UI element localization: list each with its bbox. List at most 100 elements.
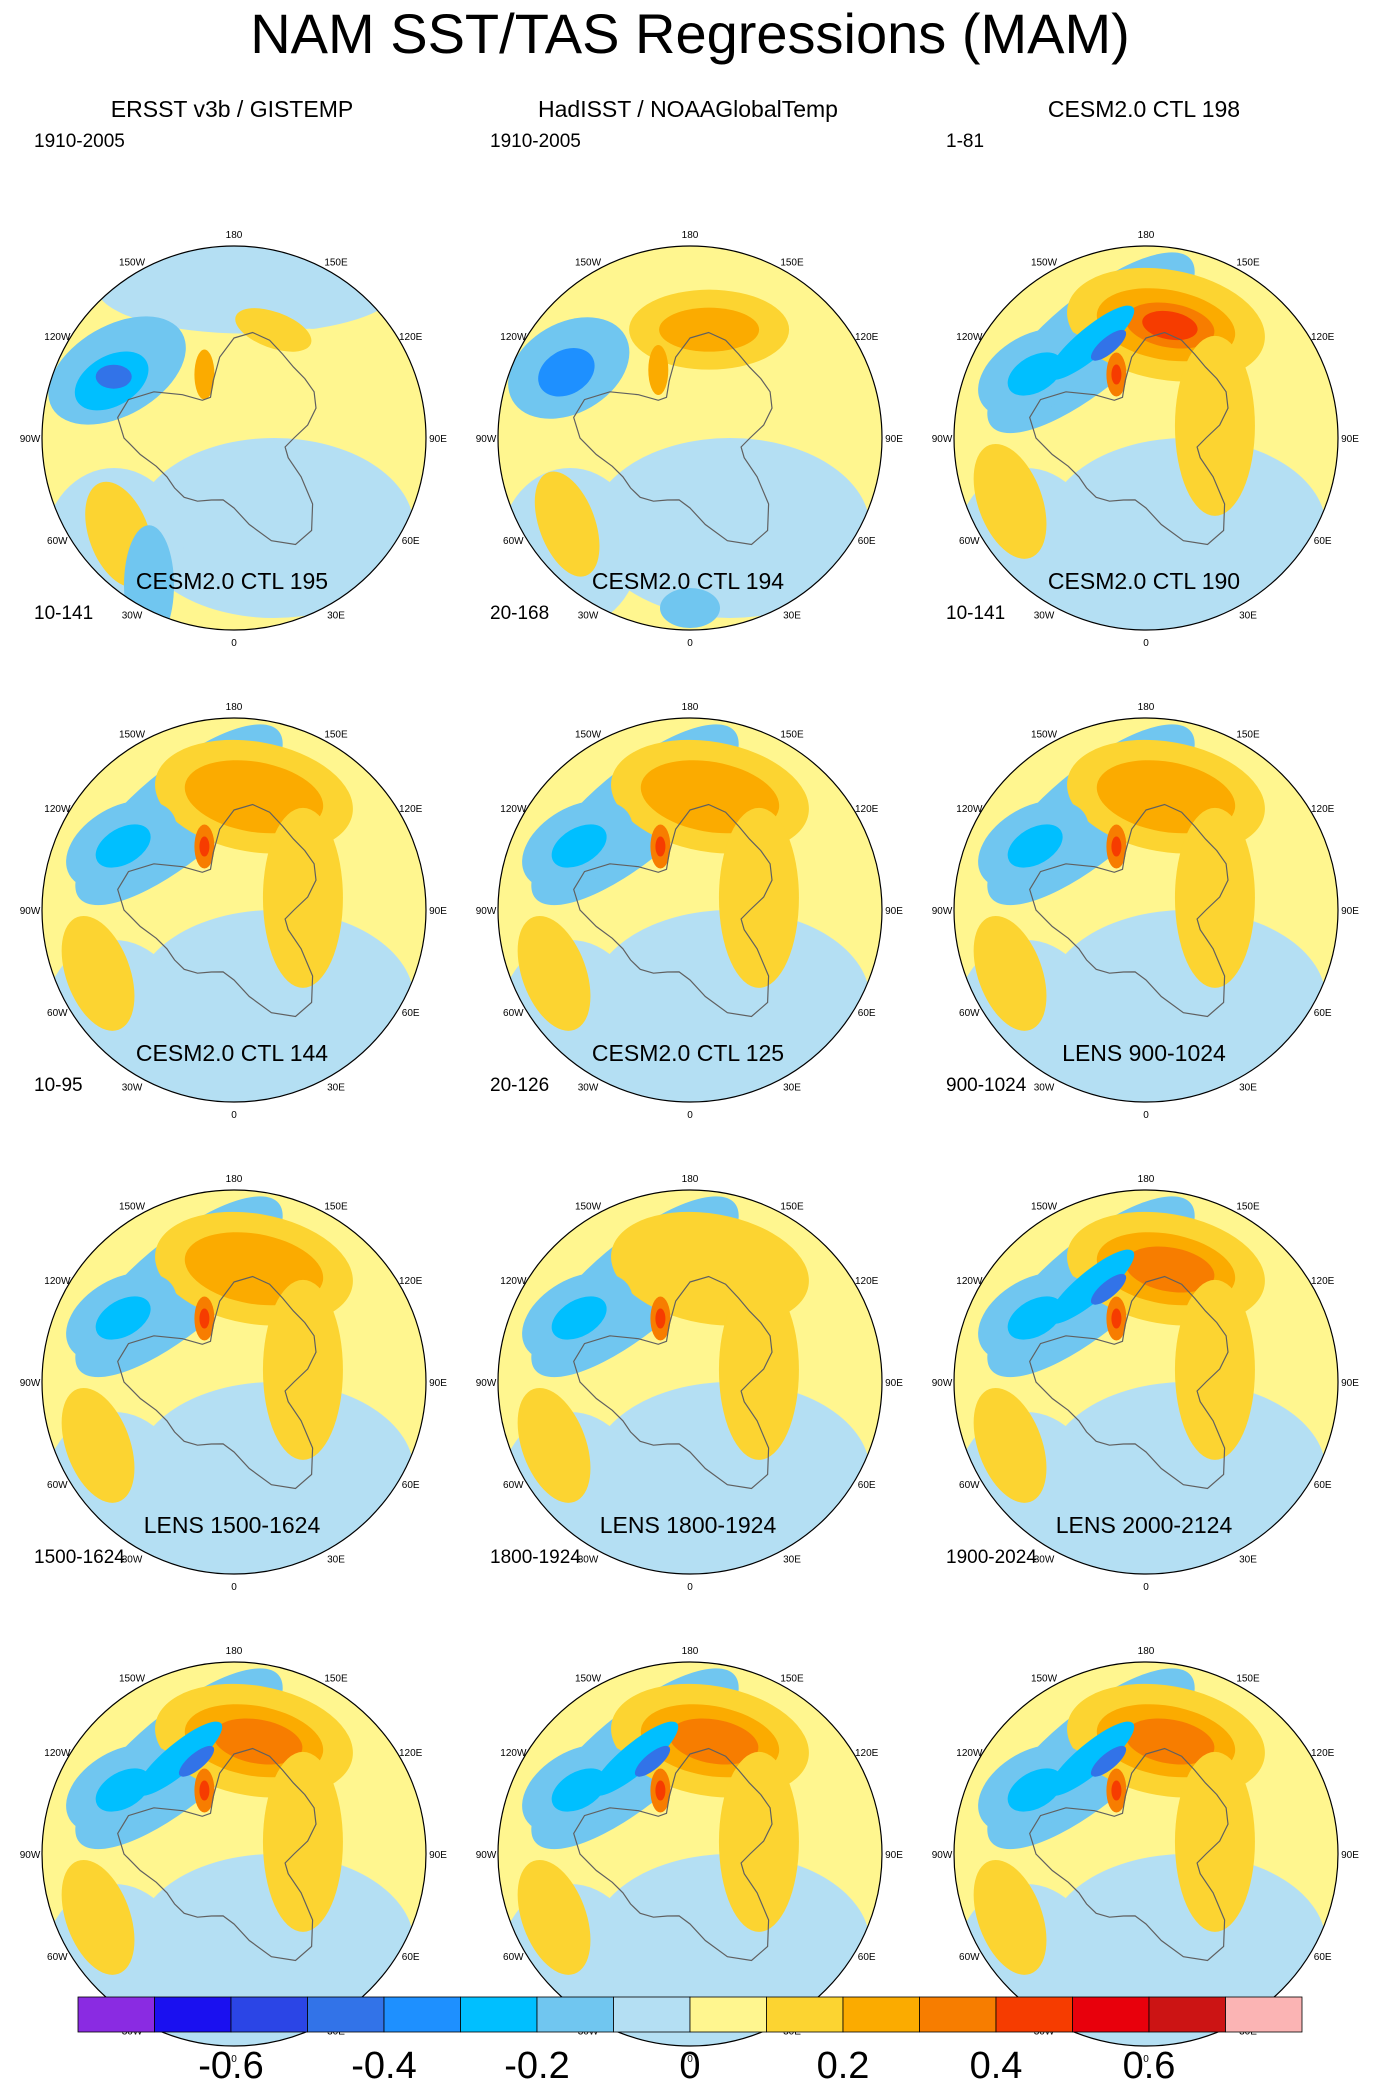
longitude-label: 30E [783, 611, 801, 622]
longitude-label: 30E [327, 1555, 345, 1566]
longitude-label: 60E [858, 536, 876, 547]
atlantic-cool-core [538, 348, 595, 397]
panel-title: CESM2.0 CTL 190 [1047, 568, 1241, 594]
atlantic-warm-band [534, 471, 600, 577]
eurasia-warm [718, 1751, 799, 1932]
longitude-label: 30E [1239, 2027, 1257, 2038]
longitude-label: 120W [956, 804, 983, 815]
longitude-label: 120E [1311, 1748, 1335, 1759]
eurasia-warm [1174, 335, 1255, 516]
eurasia-warm [718, 1279, 799, 1460]
map-panel: LENS 1500-1624 1500-1624 180 150E 120E 90E 60E… [12, 1511, 452, 2065]
coastline [573, 1747, 773, 1962]
polar-map: 180 150E 120E 90E 60E 30E 0 30W 60W 90W 120W 150W [20, 230, 448, 649]
longitude-label: 0 [687, 1582, 693, 1593]
longitude-label: 150W [1031, 1673, 1058, 1684]
alaska-cool-core [634, 1745, 671, 1777]
longitude-label: 180 [682, 1646, 699, 1657]
longitude-label: 30W [1034, 611, 1055, 622]
longitude-label: 150E [1236, 1673, 1260, 1684]
coastline [573, 1275, 773, 1490]
longitude-label: 180 [226, 1646, 243, 1657]
panel-period: 900-1024 [946, 1075, 1027, 1096]
coastline [117, 803, 317, 1018]
panel-title: LENS 1500-1624 [143, 1512, 321, 1538]
polar-map: 180 150E 120E 90E 60E 30E 0 30W 60W 90W 120W 150W [932, 230, 1360, 649]
polar-map: 180 150E 120E 90E 60E 30E 0 30W 60W 90W 120W 150W [932, 1174, 1360, 1593]
panel-period: 20-126 [490, 1075, 550, 1096]
longitude-label: 0 [1143, 1110, 1149, 1121]
panel-period: 10-141 [34, 603, 94, 624]
polar-map: 180 150E 120E 90E 60E 30E 0 30W 60W 90W 120W 150W [20, 1174, 448, 1593]
panel-period: 10-95 [34, 1075, 83, 1096]
longitude-label: 60W [959, 536, 980, 547]
longitude-label: 180 [1138, 702, 1155, 713]
longitude-label: 30E [327, 1083, 345, 1094]
polar-map: 180 150E 120E 90E 60E 30E 0 30W 60W 90W 120W 150W [20, 1646, 448, 2065]
longitude-label: 90E [885, 1850, 903, 1861]
coastline [573, 803, 773, 1018]
longitude-label: 30W [1034, 2027, 1055, 2038]
longitude-label: 90W [20, 906, 41, 917]
atlantic-warm-band [61, 1387, 135, 1503]
longitude-label: 150W [575, 1673, 602, 1684]
alaska-cool [1047, 1249, 1135, 1324]
longitude-label: 60W [959, 1480, 980, 1491]
panel-title: LENS 2000-2124 [1055, 1512, 1233, 1538]
alaska-cool [135, 1721, 223, 1796]
longitude-label: 60W [959, 1952, 980, 1963]
scandinavia-peak [655, 1308, 666, 1329]
longitude-label: 30E [783, 1083, 801, 1094]
eurasia-warm [262, 1751, 343, 1932]
subtropical-cool [570, 1472, 810, 1574]
coastline [1029, 803, 1229, 1018]
longitude-label: 60E [402, 1952, 420, 1963]
panel-period: 1900-2024 [946, 1547, 1037, 1568]
longitude-label: 0 [1143, 638, 1149, 649]
longitude-label: 90W [932, 1850, 953, 1861]
atlantic-warm-band [517, 1387, 591, 1503]
polar-map: 180 150E 120E 90E 60E 30E 0 30W 60W 90W 120W 150W [476, 1646, 904, 2065]
scandinavia-warm [648, 345, 669, 396]
longitude-label: 30W [578, 1555, 599, 1566]
map-border [41, 717, 427, 1103]
map-border [497, 1189, 883, 1575]
coastline [117, 331, 317, 546]
map-panel: CESM2.0 CTL 194 20-168 180 150E 120E 90E 60E 30… [468, 567, 908, 1121]
map-border [953, 717, 1339, 1103]
polar-map: 180 150E 120E 90E 60E 30E 0 30W 60W 90W 120W 150W [932, 1646, 1360, 2065]
longitude-label: 60E [1314, 1480, 1332, 1491]
longitude-label: 0 [1143, 2054, 1149, 2065]
longitude-label: 120E [1311, 332, 1335, 343]
subtropical-cool [114, 1472, 354, 1574]
polar-map: 180 150E 120E 90E 60E 30E 0 30W 60W 90W 120W 150W [476, 702, 904, 1121]
longitude-label: 0 [1143, 1582, 1149, 1593]
longitude-label: 90W [932, 906, 953, 917]
map-border [41, 245, 427, 631]
eurasia-warm [262, 1279, 343, 1460]
subtropical-cool [114, 1000, 354, 1102]
longitude-label: 150E [324, 257, 348, 268]
longitude-label: 60E [858, 1008, 876, 1019]
longitude-label: 30W [578, 2027, 599, 2038]
longitude-label: 150E [324, 1673, 348, 1684]
coastline [1029, 331, 1229, 546]
figure-title: NAM SST/TAS Regressions (MAM) [250, 2, 1130, 65]
longitude-label: 150W [119, 729, 146, 740]
eurasia-warm [262, 807, 343, 988]
longitude-label: 30E [1239, 1555, 1257, 1566]
atlantic-warm-band [517, 915, 591, 1031]
map-border [497, 717, 883, 1103]
longitude-label: 60E [402, 1480, 420, 1491]
map-border [953, 1661, 1339, 2047]
coastline [117, 1747, 317, 1962]
longitude-label: 120W [500, 1276, 527, 1287]
atlantic-cool-core [1007, 352, 1063, 396]
longitude-label: 60E [1314, 536, 1332, 547]
atlantic-warm-band [61, 1859, 135, 1975]
scandinavia-peak [1111, 1308, 1122, 1329]
longitude-label: 60W [503, 1952, 524, 1963]
longitude-label: 60W [503, 1480, 524, 1491]
longitude-label: 180 [682, 702, 699, 713]
longitude-label: 150W [119, 1673, 146, 1684]
